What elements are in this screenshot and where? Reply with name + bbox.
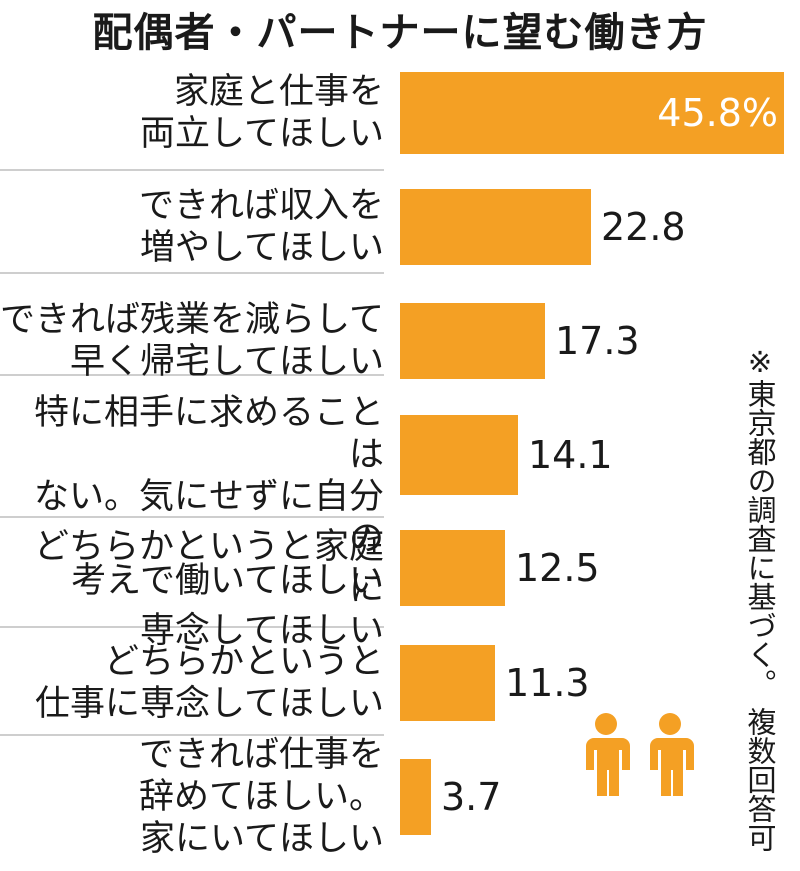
value-label: 11.3 [505, 661, 590, 705]
category-label: どちらかというと家庭に 専念してほしい [33, 527, 384, 651]
people-icon [586, 713, 694, 796]
bar [400, 189, 591, 265]
person-right-icon [650, 713, 694, 796]
category-label: どちらかというと 仕事に専念してほしい [35, 642, 384, 724]
category-label: できれば仕事を 辞めてほしい。 家にいてほしい [138, 735, 384, 859]
category-label: 家庭と仕事を 両立してほしい [140, 72, 384, 154]
person-left-icon [586, 713, 630, 796]
footnote: ※東京都の調査に基づく。 複数回答可 [743, 345, 777, 853]
chart-title: 配偶者・パートナーに望む働き方 [92, 10, 708, 56]
bar [400, 645, 495, 721]
value-label: 17.3 [555, 319, 640, 363]
category-label: できれば残業を減らして 早く帰宅してほしい [0, 300, 384, 382]
value-label: 3.7 [441, 775, 502, 819]
bar [400, 759, 431, 835]
category-label: 特に相手に求めることは ない。気にせずに自分の 考えで働いてほしい [33, 393, 384, 601]
value-label: 14.1 [528, 433, 613, 477]
value-label: 22.8 [601, 205, 686, 249]
category-label: できれば収入を 増やしてほしい [138, 186, 384, 268]
bar [400, 415, 518, 495]
value-label: 12.5 [515, 546, 600, 590]
bar [400, 72, 784, 154]
value-label: 45.8% [657, 91, 778, 135]
bar [400, 303, 545, 379]
bar [400, 530, 505, 606]
